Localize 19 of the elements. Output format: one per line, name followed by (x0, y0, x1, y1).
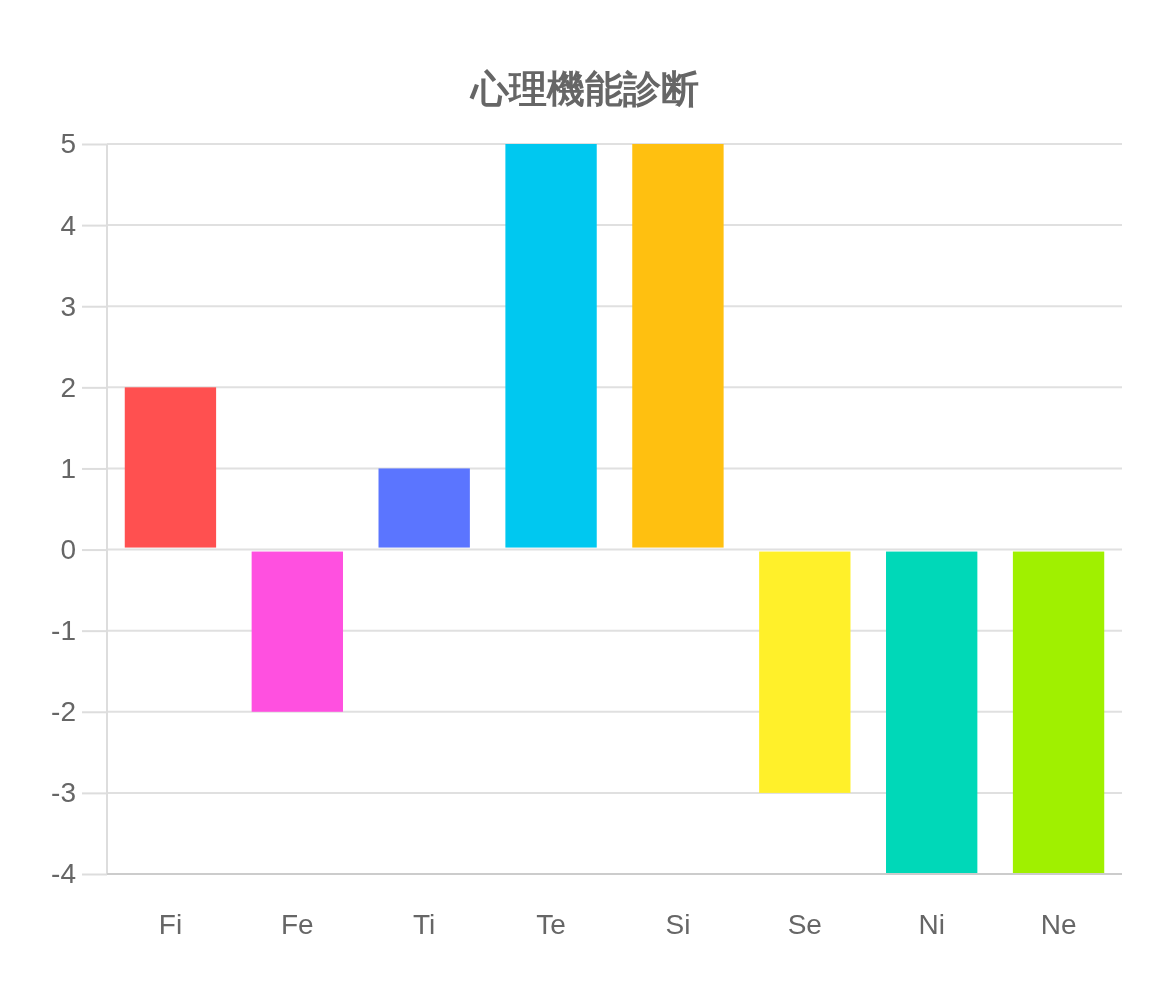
y-tick-label: 2 (60, 371, 76, 403)
x-tick-label: Se (787, 908, 822, 940)
x-tick-label: Te (536, 908, 566, 940)
x-tick-label: Ti (413, 908, 436, 940)
y-tick-label: 0 (60, 534, 76, 566)
y-tick-label: 5 (60, 128, 76, 160)
y-tick-label: -1 (51, 615, 76, 647)
chart-title: 心理機能診断 (468, 68, 699, 110)
y-tick-label: 4 (60, 209, 76, 241)
x-tick-label: Si (665, 908, 691, 940)
x-tick-label: Ne (1040, 908, 1077, 940)
y-tick-label: 1 (60, 452, 76, 484)
x-tick-label: Fi (158, 908, 183, 940)
y-tick-label: 3 (60, 290, 76, 322)
y-tick-label: -2 (51, 696, 76, 728)
x-tick-label: Fe (280, 908, 314, 940)
x-tick-label: Ni (918, 908, 945, 940)
y-tick-label: -4 (51, 858, 76, 890)
y-tick-label: -3 (51, 777, 76, 809)
